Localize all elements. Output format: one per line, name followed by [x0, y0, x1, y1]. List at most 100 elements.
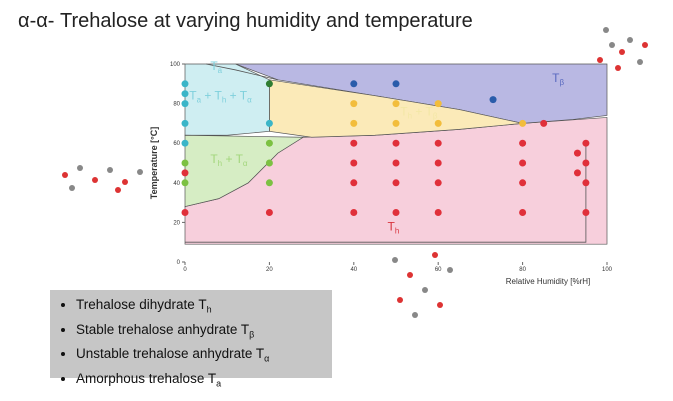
bullet-subscript: a [216, 378, 222, 389]
region-label: Ta [210, 59, 222, 75]
bullet-text: Stable trehalose anhydrate T [76, 321, 250, 337]
data-point [392, 139, 400, 147]
data-point [350, 159, 358, 167]
data-point [392, 209, 400, 216]
phase-boundary [206, 63, 278, 81]
data-point [265, 119, 273, 127]
region-label-text: T [388, 219, 396, 233]
data-point [434, 209, 442, 216]
data-point [181, 159, 189, 167]
data-point [519, 119, 527, 127]
region-label-subscript: α [247, 96, 252, 105]
bullet-subscript: β [249, 329, 255, 340]
x-tick-label: 100 [602, 267, 613, 273]
data-point [350, 209, 358, 216]
data-point [181, 209, 189, 216]
bullet-text: Amorphous trehalose T [76, 371, 217, 387]
data-point [392, 119, 400, 127]
data-point [265, 159, 273, 167]
region-label-subscript: h [395, 226, 399, 235]
data-point [181, 179, 189, 187]
x-tick-label: 0 [183, 267, 187, 273]
data-point [350, 179, 358, 187]
data-point [434, 139, 442, 147]
region-label: Th + Tβ [400, 104, 438, 120]
bullet-item: Unstable trehalose anhydrate Tα [76, 344, 332, 369]
data-point [265, 80, 273, 88]
data-point [181, 80, 189, 88]
legend-box: Trehalose dihydrate ThStable trehalose a… [50, 290, 332, 389]
data-point [582, 179, 590, 187]
y-tick-label: 80 [173, 102, 180, 108]
region-label: Tβ [552, 71, 564, 87]
data-point [519, 179, 527, 187]
x-axis-label: Relative Humidity [%rH] [506, 277, 590, 286]
data-point [582, 139, 590, 147]
data-point [350, 100, 358, 108]
data-point [582, 209, 590, 216]
phase-region [184, 134, 305, 208]
region-label-text: T [189, 89, 197, 103]
x-tick-label: 20 [266, 267, 273, 273]
region-label-subscript: h [222, 96, 226, 105]
y-tick-label: 40 [173, 181, 180, 187]
data-point [392, 179, 400, 187]
x-tick-label: 60 [435, 267, 442, 273]
data-point [573, 169, 581, 177]
data-point [582, 159, 590, 167]
data-point [350, 80, 358, 88]
region-label-text: T [552, 71, 560, 85]
data-point [181, 169, 189, 177]
y-tick-label: 100 [170, 62, 181, 68]
region-label-text: + T [201, 89, 222, 103]
data-point [350, 139, 358, 147]
region-label-subscript: α [243, 159, 248, 168]
region-label-text: T [210, 59, 218, 73]
data-point [540, 119, 548, 127]
data-point [392, 80, 400, 88]
region-label-text: + T [412, 104, 433, 118]
data-point [392, 100, 400, 108]
region-label-subscript: h [408, 111, 412, 120]
bullet-text: Trehalose dihydrate T [76, 297, 207, 312]
data-point [265, 209, 273, 216]
data-point [392, 159, 400, 167]
bullet-subscript: h [206, 304, 212, 315]
y-tick-label: 60 [173, 141, 180, 147]
region-label-text: T [210, 152, 218, 166]
y-axis-label: Temperature [°C] [149, 127, 159, 199]
data-point [573, 149, 581, 157]
data-point [181, 100, 189, 108]
region-label-subscript: h [218, 159, 222, 168]
bullet-text: Unstable trehalose anhydrate T [76, 346, 265, 362]
data-point [434, 179, 442, 187]
data-point [519, 209, 527, 216]
region-label-subscript: a [218, 66, 223, 75]
data-point [434, 119, 442, 127]
phase-boundary [185, 143, 587, 243]
region-label-subscript: a [197, 96, 202, 105]
bullet-item: Trehalose dihydrate Th [76, 295, 332, 320]
bullet-subscript: α [264, 354, 270, 365]
data-point [350, 119, 358, 127]
data-point [434, 100, 442, 108]
x-tick-label: 80 [519, 267, 526, 273]
data-point [519, 139, 527, 147]
data-point [489, 96, 497, 104]
region-label: Th [388, 219, 400, 235]
region-label-subscript: β [433, 111, 438, 120]
bullet-item: Amorphous trehalose Ta [76, 369, 332, 394]
data-point [181, 139, 189, 147]
data-point [519, 159, 527, 167]
region-label-subscript: β [559, 78, 564, 87]
data-point [181, 90, 189, 98]
slide-title: α-α- Trehalose at varying humidity and t… [18, 10, 473, 32]
y-tick-label: 20 [173, 220, 180, 226]
phase-region [269, 79, 523, 138]
region-label: Ta + Th + Tα [189, 89, 252, 105]
region-label-text: T [400, 104, 408, 118]
data-point [265, 139, 273, 147]
x-tick-label: 40 [350, 267, 357, 273]
bullet-list: Trehalose dihydrate ThStable trehalose a… [58, 295, 332, 394]
